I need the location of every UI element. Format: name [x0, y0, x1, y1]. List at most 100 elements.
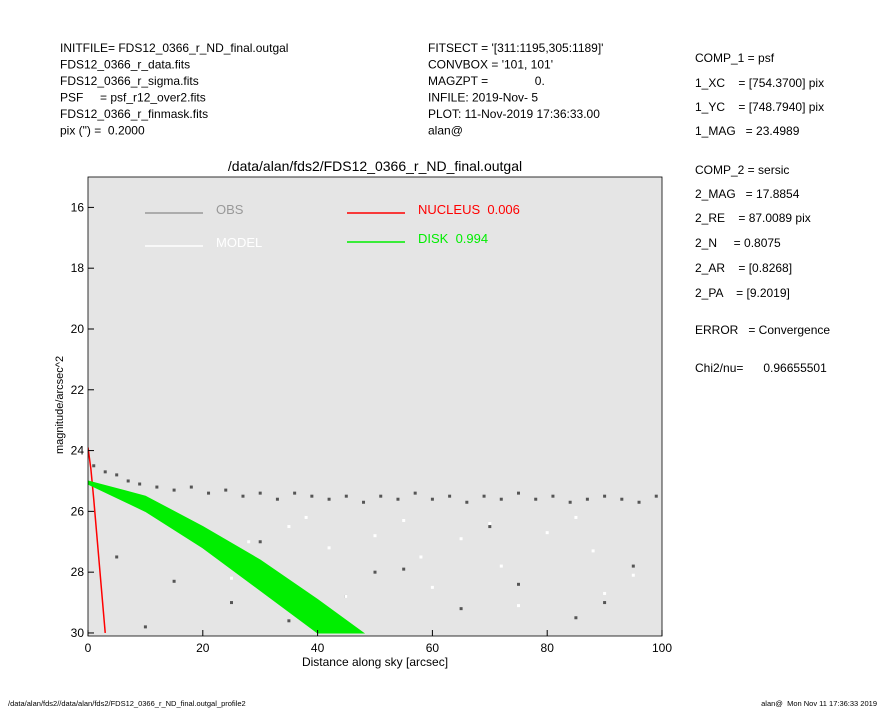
data-point [545, 531, 549, 535]
data-point [310, 494, 314, 498]
header-left-line: INITFILE= FDS12_0366_r_ND_final.outgal [60, 41, 288, 55]
data-point [465, 500, 469, 504]
header-right-line: 2_RE = 87.0089 pix [695, 211, 811, 225]
header-right-line: 2_N = 0.8075 [695, 236, 781, 250]
data-point [115, 555, 119, 559]
data-point [115, 473, 119, 477]
header-right-line: Chi2/nu= 0.96655501 [695, 361, 827, 375]
header-middle-line: INFILE: 2019-Nov- 5 [428, 91, 538, 105]
data-point [258, 491, 262, 495]
x-tick-label: 80 [541, 641, 555, 655]
y-tick-label: 22 [71, 383, 85, 397]
data-point [362, 500, 366, 504]
data-point [517, 491, 520, 495]
legend-label: DISK 0.994 [418, 231, 488, 246]
data-point [138, 482, 142, 486]
data-point [247, 540, 251, 544]
header-middle-line: CONVBOX = '101, 101' [428, 58, 553, 72]
data-point [488, 522, 492, 526]
y-tick-label: 24 [71, 444, 85, 458]
data-point [92, 464, 96, 468]
data-point [482, 494, 486, 498]
header-middle-line: alan@ [428, 124, 463, 138]
data-point [172, 488, 176, 492]
header-left-line: FDS12_0366_r_sigma.fits [60, 74, 199, 88]
data-point [126, 479, 130, 483]
y-tick-label: 18 [71, 261, 85, 275]
data-point [230, 601, 233, 605]
legend-label: MODEL [216, 235, 262, 250]
data-point [258, 540, 262, 544]
data-point [241, 494, 245, 498]
y-tick-label: 30 [71, 626, 85, 640]
plot-area [88, 447, 658, 634]
data-point [396, 497, 400, 501]
data-point [574, 616, 578, 620]
y-tick-label: 16 [71, 200, 85, 214]
data-point [603, 494, 607, 498]
data-point [344, 494, 348, 498]
x-tick-label: 0 [85, 641, 92, 655]
header-right-line: 1_YC = [748.7940] pix [695, 100, 824, 114]
data-point [287, 525, 291, 529]
data-point [419, 555, 423, 559]
header-right-line: 2_MAG = 17.8854 [695, 187, 800, 201]
data-point [585, 497, 589, 501]
legend-label: NUCLEUS 0.006 [418, 202, 520, 217]
y-tick-label: 28 [71, 565, 85, 579]
header-middle-line: FITSECT = '[311:1195,305:1189]' [428, 41, 603, 55]
data-point [379, 494, 383, 498]
data-point [631, 564, 635, 568]
data-point [275, 497, 279, 501]
data-point [172, 579, 176, 583]
header-left-line: pix (") = 0.2000 [60, 124, 145, 138]
data-point [402, 567, 406, 571]
header-left-line: PSF = psf_r12_over2.fits [60, 91, 206, 105]
data-point [459, 537, 463, 541]
data-point [574, 515, 578, 519]
header-left-line: FDS12_0366_r_data.fits [60, 58, 190, 72]
data-point [620, 497, 624, 501]
header-right-line: 2_AR = [0.8268] [695, 261, 792, 275]
data-point [373, 534, 377, 538]
data-point [189, 485, 193, 489]
data-point [603, 591, 607, 595]
data-point [293, 491, 297, 495]
header-right-line: 1_MAG = 23.4989 [695, 124, 800, 138]
header-middle-line: MAGZPT = 0. [428, 74, 545, 88]
header-right-line: 1_XC = [754.3700] pix [695, 76, 824, 90]
x-axis-label: Distance along sky [arcsec] [302, 655, 448, 669]
legend-label: OBS [216, 202, 244, 217]
header-right-line: COMP_2 = sersic [695, 163, 789, 177]
header-left-line: FDS12_0366_r_finmask.fits [60, 107, 208, 121]
data-point [637, 500, 641, 504]
data-point [459, 607, 463, 611]
x-tick-label: 60 [426, 641, 440, 655]
x-tick-label: 40 [311, 641, 325, 655]
header-right-line: ERROR = Convergence [695, 323, 830, 337]
data-point [230, 576, 233, 580]
y-tick-label: 26 [71, 504, 85, 518]
data-point [631, 573, 635, 577]
data-point [373, 570, 377, 574]
data-point [304, 515, 308, 519]
data-point [591, 549, 595, 553]
nucleus-line [88, 447, 106, 634]
data-point [517, 582, 520, 586]
header-right-line: COMP_1 = psf [695, 51, 775, 65]
y-tick-label: 20 [71, 322, 85, 336]
data-point [430, 585, 434, 589]
data-point [224, 488, 228, 492]
data-point [448, 494, 452, 498]
x-tick-label: 100 [652, 641, 672, 655]
disk-band [88, 480, 366, 634]
data-point [568, 500, 572, 504]
plot-background [88, 177, 662, 636]
data-point [344, 594, 348, 598]
data-point [327, 546, 331, 550]
header-middle-line: PLOT: 11-Nov-2019 17:36:33.00 [428, 107, 600, 121]
data-point [603, 601, 607, 605]
footer-left: /data/alan/fds2//data/alan/fds2/FDS12_03… [8, 699, 246, 708]
data-point [654, 494, 658, 498]
